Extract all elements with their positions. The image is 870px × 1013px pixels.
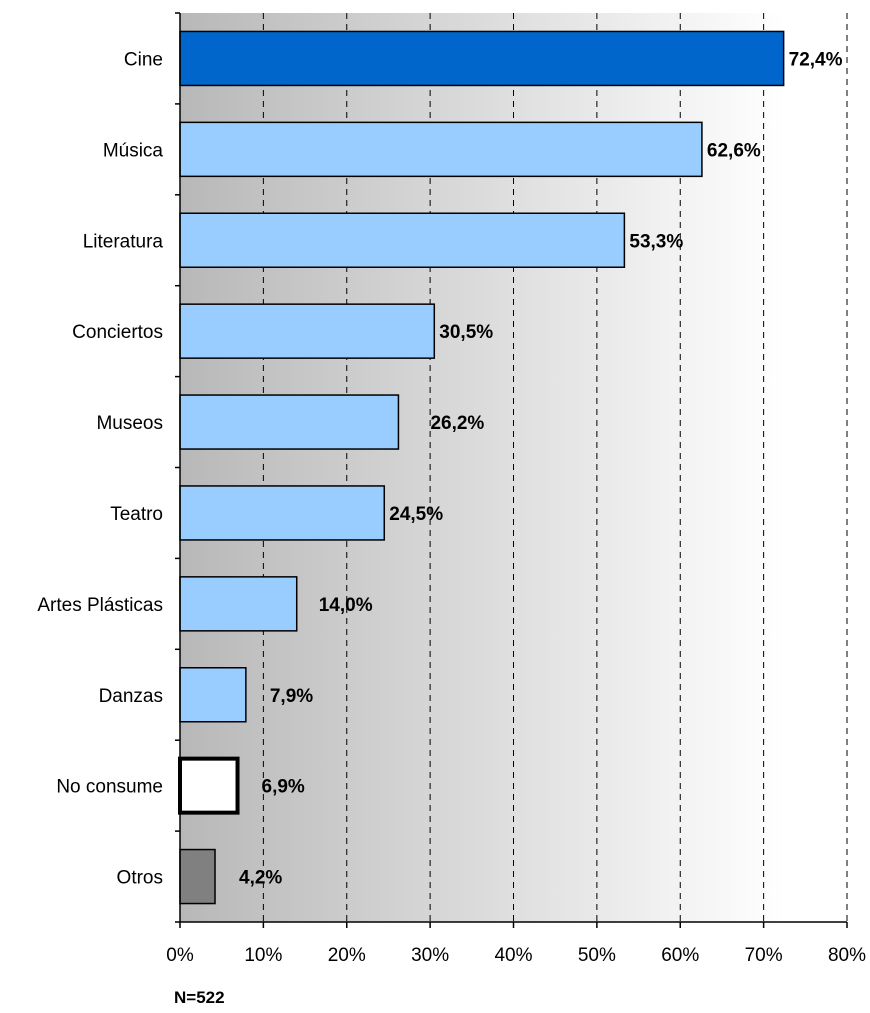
value-label-3: 30,5% [439,322,493,343]
sample-size-note: N=522 [174,988,225,1007]
bar-1 [179,121,703,178]
value-label-1: 62,6% [707,140,761,161]
value-label-4: 26,2% [430,413,484,434]
bar-9 [179,848,216,905]
bar-6 [179,576,298,632]
value-label-6: 14,0% [319,595,373,616]
value-label-0: 72,4% [789,49,843,70]
bar-3 [179,303,436,359]
bar-8 [178,756,240,815]
value-label-2: 53,3% [629,231,683,252]
category-label-4: Museos [96,413,163,434]
category-label-5: Teatro [110,504,163,525]
category-label-6: Artes Plásticas [37,595,163,616]
bar-4 [179,394,400,450]
bar-5 [179,485,386,541]
x-tick-label-30: 30% [411,945,449,966]
bar-0 [179,30,785,87]
value-label-5: 24,5% [389,504,443,525]
bar-2 [179,212,626,268]
x-tick-label-10: 10% [244,945,282,966]
x-tick-label-40: 40% [494,945,532,966]
x-tick-label-0: 0% [166,945,194,966]
category-label-1: Música [103,140,164,161]
bar-7 [179,667,247,723]
value-label-9: 4,2% [239,868,282,889]
x-tick-label-20: 20% [328,945,366,966]
category-label-3: Conciertos [72,322,163,343]
category-label-7: Danzas [99,686,163,707]
x-tick-label-50: 50% [578,945,616,966]
x-tick-label-70: 70% [745,945,783,966]
value-label-7: 7,9% [270,686,313,707]
category-label-0: Cine [124,49,163,70]
x-tick-label-60: 60% [661,945,699,966]
category-label-9: Otros [117,868,163,889]
x-tick-label-80: 80% [828,945,866,966]
value-label-8: 6,9% [262,777,305,798]
category-label-2: Literatura [83,231,164,252]
category-label-8: No consume [56,777,163,798]
